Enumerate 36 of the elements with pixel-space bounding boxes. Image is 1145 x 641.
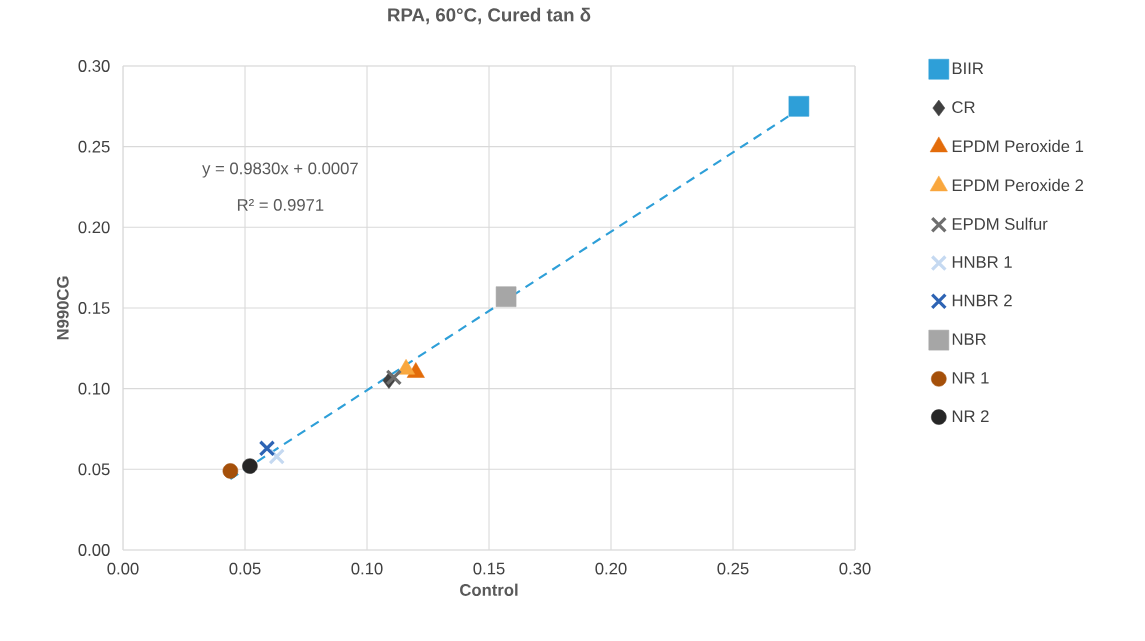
y-tick-label: 0.20 (78, 221, 110, 234)
y-tick-label: 0.30 (78, 60, 110, 72)
point (222, 463, 239, 479)
x-tick-label: 0.15 (473, 562, 505, 575)
legend-label: NBR (952, 333, 986, 345)
chart-title: RPA, 60°C, Cured tan δ (388, 7, 591, 25)
legend-label: HNBR 1 (952, 256, 1012, 268)
x-tick-label: 0.25 (717, 562, 749, 575)
legend-label: EPDM Peroxide 1 (952, 139, 1084, 153)
x-axis-title: Control (460, 583, 518, 596)
legend-label: HNBR 2 (952, 294, 1012, 307)
x-tick-label: 0.05 (229, 562, 261, 575)
x-tick-label: 0.30 (839, 562, 871, 575)
legend-label: CR (952, 101, 975, 114)
point (268, 448, 285, 465)
point (242, 458, 258, 474)
point (385, 369, 403, 386)
x-tick-label: 0.20 (595, 562, 627, 575)
point (258, 440, 276, 457)
point (788, 96, 810, 117)
y-tick-label: 0.25 (78, 140, 110, 153)
y-tick-label: 0.00 (78, 544, 110, 556)
legend-label: EPDM Sulfur (952, 217, 1048, 230)
y-axis-title: N990CG (56, 276, 69, 340)
x-tick-label: 0.10 (351, 562, 383, 575)
y-tick-label: 0.10 (78, 382, 110, 395)
point (495, 286, 517, 307)
annotation: y = 0.9830x + 0.0007 (202, 162, 358, 178)
annotation: R² = 0.9971 (237, 199, 324, 211)
y-tick-label: 0.15 (78, 302, 110, 314)
legend-label: BIIR (952, 62, 984, 74)
legend-label: NR 1 (952, 372, 989, 384)
y-tick-label: 0.05 (78, 463, 110, 476)
legend-label: NR 2 (952, 410, 989, 422)
x-tick-label: 0.00 (107, 562, 139, 575)
legend-label: EPDM Peroxide 2 (952, 178, 1084, 192)
